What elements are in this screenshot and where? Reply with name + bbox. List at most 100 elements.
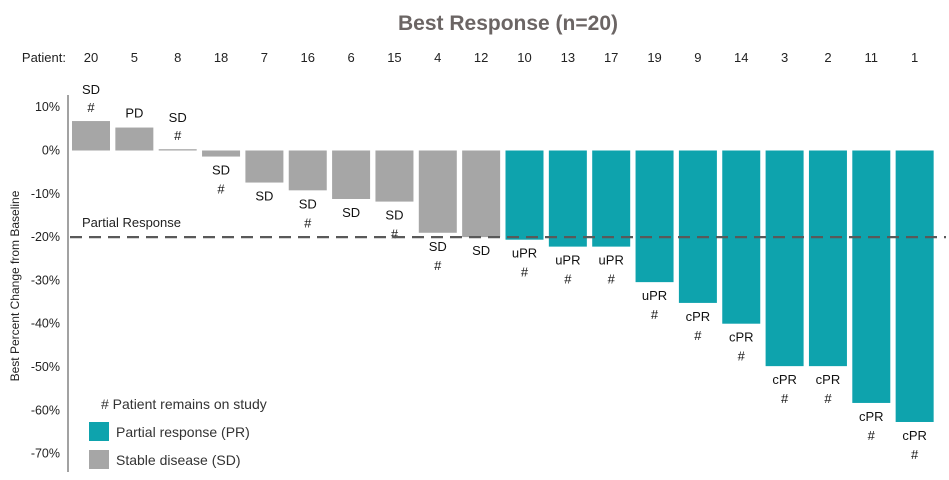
y-tick-label: -60% bbox=[31, 403, 60, 417]
on-study-marker: # bbox=[217, 182, 225, 197]
patient-id-label: 6 bbox=[347, 50, 354, 65]
patient-id-label: 8 bbox=[174, 50, 181, 65]
bar-response-label: SD bbox=[169, 110, 187, 125]
on-study-marker: # bbox=[694, 328, 702, 343]
patient-id-label: 5 bbox=[131, 50, 138, 65]
legend: # Patient remains on study Partial respo… bbox=[89, 396, 267, 469]
bar-response-label: cPR bbox=[686, 309, 711, 324]
y-tick-label: -30% bbox=[31, 273, 60, 287]
patient-id-label: 19 bbox=[647, 50, 661, 65]
legend-label-sd: Stable disease (SD) bbox=[116, 452, 241, 468]
legend-note: # Patient remains on study bbox=[101, 396, 267, 412]
bar bbox=[245, 150, 284, 183]
legend-swatch-pr bbox=[89, 422, 109, 441]
bar-response-label: SD bbox=[82, 82, 100, 97]
y-tick-label: -70% bbox=[31, 447, 60, 461]
bar-response-label: SD bbox=[472, 243, 490, 258]
on-study-marker: # bbox=[434, 258, 442, 273]
on-study-marker: # bbox=[868, 428, 876, 443]
on-study-marker: # bbox=[738, 349, 746, 364]
y-tick-label: -40% bbox=[31, 317, 60, 331]
y-tick-label: -20% bbox=[31, 230, 60, 244]
bar-response-label: SD bbox=[342, 205, 360, 220]
bar bbox=[462, 150, 501, 238]
bar bbox=[288, 150, 327, 191]
on-study-marker: # bbox=[651, 307, 659, 322]
on-study-marker: # bbox=[174, 128, 182, 143]
bar-labels: SD # PD SD # SD # SD SD # SD SD # SD # SD uPR # uPR # uPR # uP… bbox=[82, 82, 927, 462]
y-axis-ticks: 10% 0% -10% -20% -30% -40% -50% -60% -70% bbox=[31, 100, 60, 460]
on-study-marker: # bbox=[391, 227, 399, 242]
bar-response-label: SD bbox=[299, 196, 317, 211]
bar bbox=[808, 150, 847, 367]
legend-swatch-sd bbox=[89, 450, 109, 469]
bar bbox=[332, 150, 371, 199]
patient-id-label: 15 bbox=[387, 50, 401, 65]
y-tick-label: 10% bbox=[35, 100, 60, 114]
bar bbox=[158, 149, 197, 151]
on-study-marker: # bbox=[564, 272, 572, 287]
bar bbox=[375, 150, 414, 202]
bar bbox=[678, 150, 717, 303]
patient-labels: 20 5 8 18 7 16 6 15 4 12 10 13 17 19 9 14 3 2 11 1 bbox=[84, 50, 919, 65]
bars bbox=[72, 121, 934, 422]
on-study-marker: # bbox=[304, 215, 312, 230]
bar bbox=[115, 127, 154, 151]
bar bbox=[635, 150, 674, 283]
bar bbox=[202, 150, 241, 157]
y-tick-label: -10% bbox=[31, 187, 60, 201]
bar-response-label: SD bbox=[255, 189, 273, 204]
y-axis-title: Best Percent Change from Baseline bbox=[8, 190, 22, 381]
bar bbox=[592, 150, 631, 247]
patient-id-label: 11 bbox=[865, 50, 879, 65]
bar-response-label: cPR bbox=[729, 330, 754, 345]
chart-title: Best Response (n=20) bbox=[398, 12, 618, 35]
bar bbox=[72, 121, 110, 151]
patient-id-label: 1 bbox=[911, 50, 918, 65]
on-study-marker: # bbox=[911, 447, 919, 462]
patient-id-label: 4 bbox=[434, 50, 441, 65]
patient-id-label: 17 bbox=[604, 50, 618, 65]
bar bbox=[418, 150, 457, 233]
bar-response-label: uPR bbox=[599, 253, 624, 268]
patient-id-label: 3 bbox=[781, 50, 788, 65]
patient-id-label: 20 bbox=[84, 50, 98, 65]
bar-response-label: cPR bbox=[816, 372, 841, 387]
bar-response-label: PD bbox=[125, 106, 143, 121]
bar bbox=[548, 150, 587, 247]
bar-response-label: uPR bbox=[555, 253, 580, 268]
y-tick-label: -50% bbox=[31, 360, 60, 374]
patient-id-label: 9 bbox=[694, 50, 701, 65]
bar bbox=[852, 150, 891, 403]
partial-response-threshold-label: Partial Response bbox=[82, 215, 181, 230]
bar bbox=[505, 150, 544, 240]
patient-id-label: 13 bbox=[561, 50, 575, 65]
on-study-marker: # bbox=[87, 100, 95, 115]
bar-response-label: SD bbox=[429, 239, 447, 254]
patient-id-label: 18 bbox=[214, 50, 228, 65]
patient-id-label: 14 bbox=[734, 50, 748, 65]
bar-response-label: uPR bbox=[642, 288, 667, 303]
bar bbox=[895, 150, 934, 422]
patient-axis-label: Patient: bbox=[22, 50, 66, 65]
on-study-marker: # bbox=[521, 265, 529, 280]
bar bbox=[765, 150, 804, 367]
patient-id-label: 16 bbox=[301, 50, 315, 65]
legend-label-pr: Partial response (PR) bbox=[116, 424, 250, 440]
bar-response-label: SD bbox=[385, 208, 403, 223]
bar-response-label: cPR bbox=[902, 428, 927, 443]
patient-id-label: 10 bbox=[517, 50, 531, 65]
bar-response-label: cPR bbox=[859, 409, 884, 424]
bar-response-label: SD bbox=[212, 163, 230, 178]
on-study-marker: # bbox=[781, 391, 789, 406]
bar-response-label: uPR bbox=[512, 246, 537, 261]
on-study-marker: # bbox=[608, 272, 616, 287]
patient-id-label: 12 bbox=[474, 50, 488, 65]
patient-id-label: 2 bbox=[824, 50, 831, 65]
on-study-marker: # bbox=[824, 391, 832, 406]
y-tick-label: 0% bbox=[42, 144, 60, 158]
bar-response-label: cPR bbox=[772, 372, 797, 387]
patient-id-label: 7 bbox=[261, 50, 268, 65]
